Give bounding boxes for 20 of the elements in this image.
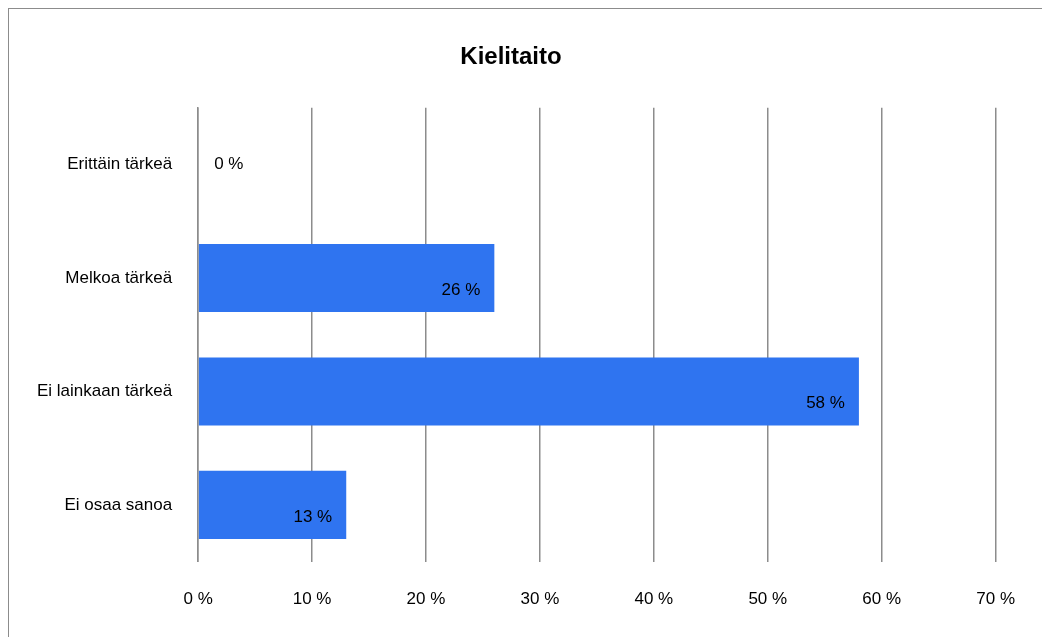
x-tick-label: 60 % <box>862 589 902 609</box>
data-label: 0 % <box>214 154 244 174</box>
bar <box>198 243 495 313</box>
x-tick-label: 30 % <box>520 589 560 609</box>
data-label: 26 % <box>441 279 481 299</box>
bar <box>198 470 347 539</box>
x-tick-label: 0 % <box>183 589 213 609</box>
bar <box>198 357 859 426</box>
x-tick-label: 40 % <box>634 589 674 609</box>
y-tick-label: Ei osaa sanoa <box>64 494 173 514</box>
x-tick-label: 70 % <box>976 589 1015 609</box>
data-label: 13 % <box>293 506 333 526</box>
y-tick-label: Ei lainkaan tärkeä <box>37 381 173 401</box>
x-tick-label: 50 % <box>748 589 788 609</box>
data-label: 58 % <box>806 393 845 413</box>
x-tick-label: 10 % <box>292 589 332 609</box>
y-tick-label: Erittäin tärkeä <box>67 154 173 174</box>
x-tick-label: 20 % <box>406 589 446 609</box>
chart-title: Kielitaito <box>460 42 562 70</box>
y-tick-label: Melkoa tärkeä <box>65 267 173 287</box>
